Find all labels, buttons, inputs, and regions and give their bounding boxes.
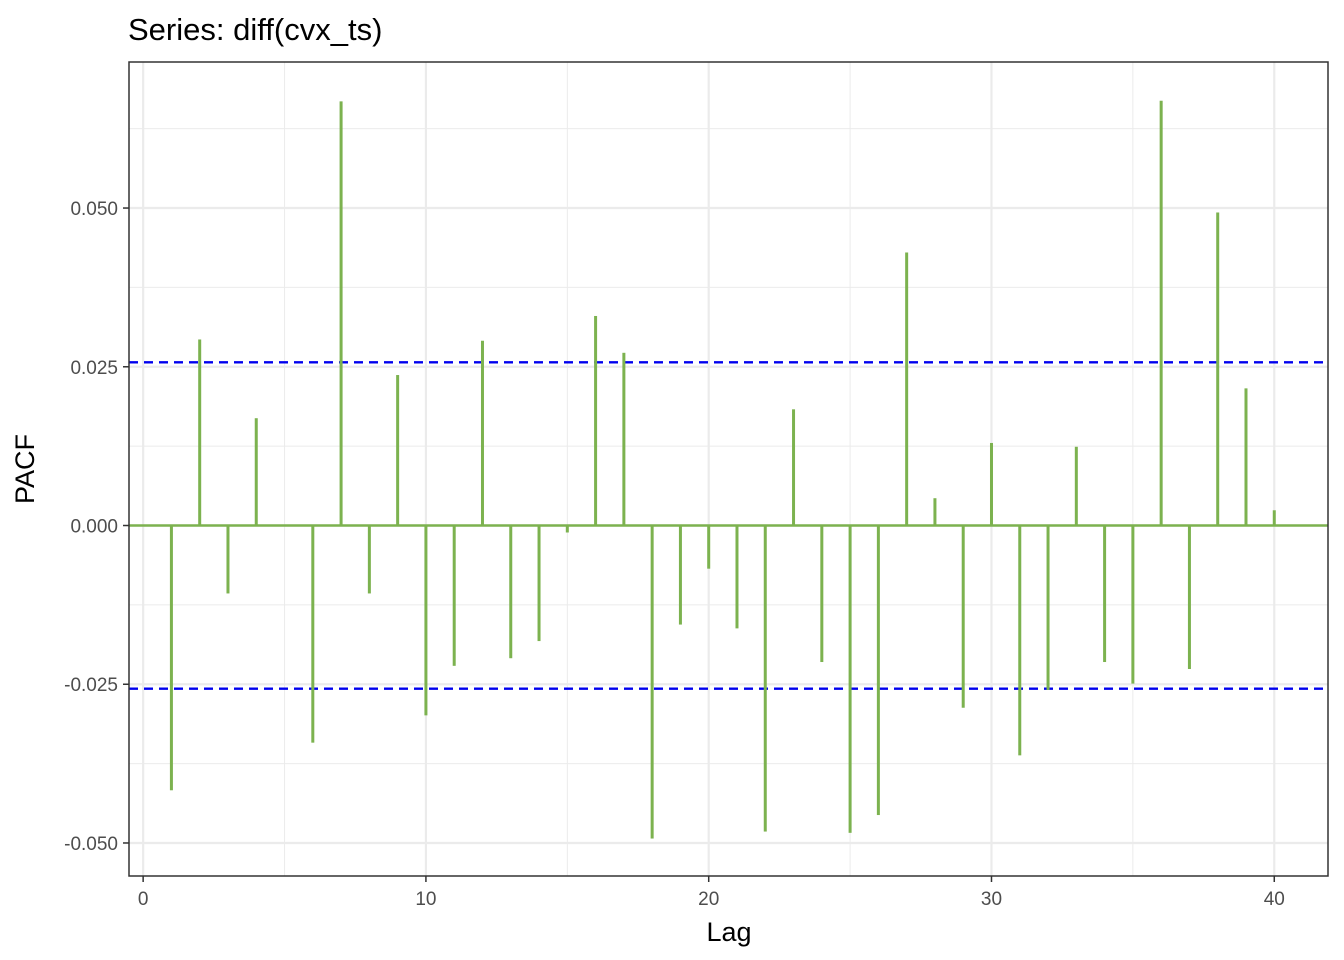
pacf-bar xyxy=(707,525,711,569)
pacf-bar xyxy=(424,525,428,716)
x-tick-label: 40 xyxy=(1264,889,1285,910)
x-axis-title: Lag xyxy=(706,917,751,947)
confidence-bounds xyxy=(129,361,1328,690)
pacf-bar xyxy=(1159,100,1163,526)
pacf-bar xyxy=(848,525,852,833)
pacf-bar xyxy=(1103,525,1107,663)
pacf-bar xyxy=(989,442,993,526)
pacf-bar xyxy=(1131,525,1135,684)
y-tick-label: 0.025 xyxy=(70,358,118,379)
pacf-bar xyxy=(1272,510,1276,526)
pacf-bar xyxy=(961,525,965,708)
chart-title: Series: diff(cvx_ts) xyxy=(128,12,382,47)
pacf-bar xyxy=(1216,212,1220,526)
gridlines xyxy=(129,62,1328,876)
pacf-bar xyxy=(198,339,202,526)
y-tick-label: -0.050 xyxy=(64,834,118,855)
pacf-bar xyxy=(933,498,937,526)
x-tick-label: 0 xyxy=(138,889,149,910)
pacf-bar xyxy=(537,525,541,642)
plot-panel-border xyxy=(128,61,1329,877)
pacf-bar xyxy=(339,101,343,526)
pacf-bar xyxy=(1074,446,1078,526)
y-tick-label: -0.025 xyxy=(64,675,118,696)
x-axis: 0 10 20 30 40 xyxy=(138,876,1285,910)
pacf-bar xyxy=(254,418,258,526)
pacf-bar xyxy=(452,525,456,666)
pacf-bar xyxy=(622,352,626,526)
y-tick-label: 0.050 xyxy=(70,199,118,220)
pacf-bar xyxy=(396,375,400,526)
pacf-bar xyxy=(509,525,513,659)
pacf-bar xyxy=(820,525,824,663)
pacf-bar xyxy=(905,252,909,526)
pacf-bar xyxy=(594,315,598,526)
y-axis-title: PACF xyxy=(10,434,40,504)
pacf-bar xyxy=(1018,525,1022,756)
pacf-bar xyxy=(226,525,230,594)
pacf-bar xyxy=(1244,388,1248,526)
y-axis: -0.050 -0.025 0.000 0.025 0.050 xyxy=(64,199,129,855)
pacf-bar xyxy=(311,525,315,743)
pacf-bar xyxy=(763,525,767,832)
pacf-bar xyxy=(1187,525,1191,670)
pacf-bar xyxy=(367,525,371,594)
pacf-bar xyxy=(650,525,654,839)
x-tick-label: 30 xyxy=(981,889,1002,910)
pacf-bar xyxy=(678,525,682,625)
pacf-bar xyxy=(1046,525,1050,690)
pacf-bar xyxy=(735,525,739,629)
pacf-bar xyxy=(480,340,484,526)
pacf-bar xyxy=(565,525,569,533)
x-tick-label: 20 xyxy=(698,889,719,910)
x-tick-label: 10 xyxy=(415,889,436,910)
y-tick-label: 0.000 xyxy=(70,517,118,538)
pacf-bar xyxy=(169,525,173,791)
pacf-bars xyxy=(169,100,1276,839)
pacf-bar xyxy=(792,409,796,526)
pacf-bar xyxy=(876,525,880,816)
